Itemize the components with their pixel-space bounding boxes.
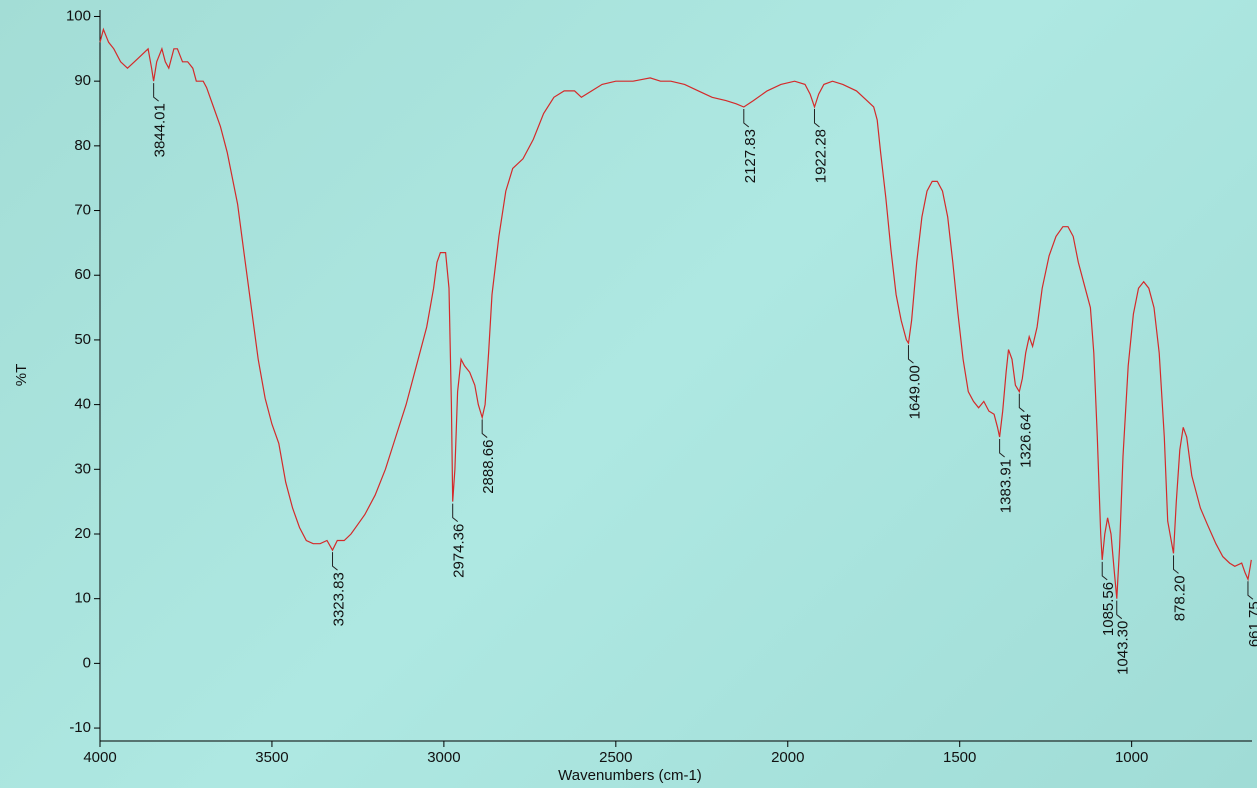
y-tick-label: 40 bbox=[74, 396, 91, 413]
x-tick-label: 1500 bbox=[943, 749, 976, 766]
peak-marker bbox=[1018, 393, 1025, 413]
x-tick-label: 3500 bbox=[255, 749, 288, 766]
peak-marker bbox=[743, 109, 750, 128]
peak-label: 2974.36 bbox=[451, 524, 468, 578]
peak-label: 2888.66 bbox=[480, 440, 497, 494]
spectrum-line bbox=[99, 27, 1252, 599]
peak-marker bbox=[813, 109, 820, 128]
peak-marker bbox=[153, 83, 159, 102]
peak-label: 878.20 bbox=[1171, 575, 1188, 621]
y-axis-label: %T bbox=[13, 364, 30, 387]
x-tick-label: 4000 bbox=[83, 749, 116, 766]
y-tick-label: 90 bbox=[74, 72, 91, 89]
x-tick-label: 3000 bbox=[427, 749, 460, 766]
peak-label: 3323.83 bbox=[330, 572, 347, 626]
peak-label: 1043.30 bbox=[1115, 621, 1132, 675]
y-tick-label: 30 bbox=[74, 460, 91, 477]
peak-marker bbox=[452, 503, 459, 523]
y-tick-label: 10 bbox=[74, 590, 91, 607]
x-tick-label: 2500 bbox=[599, 749, 632, 766]
peak-marker bbox=[1247, 581, 1254, 600]
y-tick-label: 100 bbox=[66, 7, 91, 24]
x-tick-label: 1000 bbox=[1115, 749, 1148, 766]
peak-label: 1383.91 bbox=[998, 459, 1015, 513]
peak-label: 1085.56 bbox=[1100, 582, 1117, 636]
peak-label: 1922.28 bbox=[812, 129, 829, 183]
y-tick-label: 0 bbox=[83, 654, 91, 671]
y-tick-label: 80 bbox=[74, 137, 91, 154]
peak-label: 1326.64 bbox=[1017, 414, 1034, 468]
peak-label: 2127.83 bbox=[742, 129, 759, 183]
peak-marker bbox=[332, 552, 338, 571]
peak-marker bbox=[1173, 555, 1179, 574]
peak-label: 661.75 bbox=[1246, 601, 1257, 647]
y-tick-label: 60 bbox=[74, 266, 91, 283]
x-axis-label: Wavenumbers (cm-1) bbox=[558, 767, 702, 784]
y-tick-label: 20 bbox=[74, 525, 91, 542]
peak-marker bbox=[999, 438, 1005, 458]
peak-marker bbox=[907, 345, 914, 364]
peak-label: 3844.01 bbox=[152, 103, 169, 157]
y-tick-label: 50 bbox=[74, 331, 91, 348]
x-tick-label: 2000 bbox=[771, 749, 804, 766]
peak-label: 1649.00 bbox=[906, 365, 923, 419]
peak-marker bbox=[1116, 600, 1123, 620]
peak-marker bbox=[481, 419, 488, 438]
y-tick-label: -10 bbox=[69, 719, 91, 736]
y-tick-label: 70 bbox=[74, 202, 91, 219]
peak-marker bbox=[1101, 561, 1108, 581]
